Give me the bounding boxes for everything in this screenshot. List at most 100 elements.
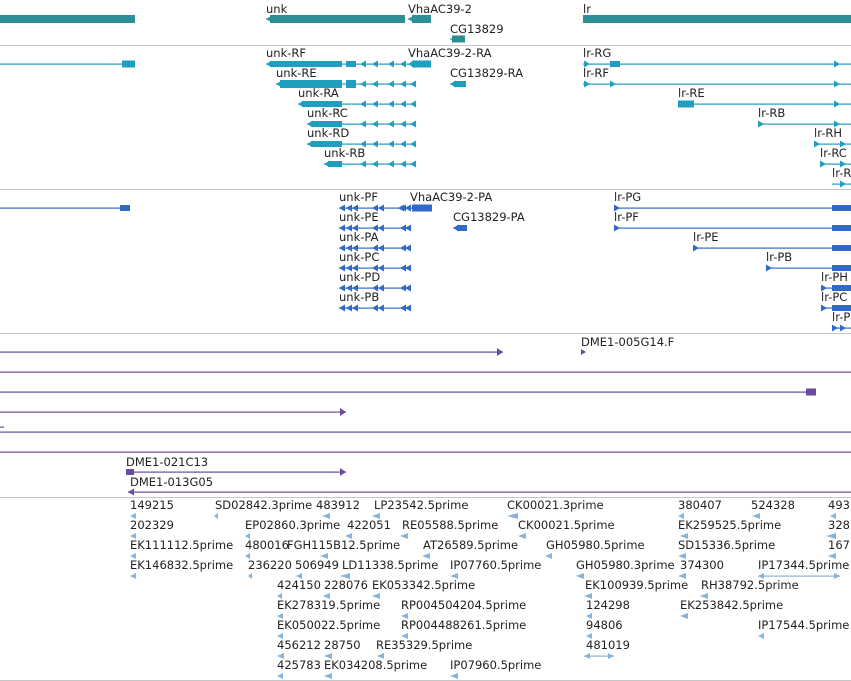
transcript-label[interactable]: lr-R xyxy=(832,166,851,180)
transcript-label[interactable]: CG13829-RA xyxy=(450,66,524,80)
est-glyph[interactable] xyxy=(518,533,526,539)
est-label[interactable]: GH05980.3prime xyxy=(576,558,675,572)
protein-label[interactable]: unk-PC xyxy=(339,250,380,264)
clone-glyph[interactable] xyxy=(0,371,851,373)
est-label[interactable]: 524328 xyxy=(751,498,795,512)
protein-glyph-unk[interactable] xyxy=(339,264,411,272)
est-label[interactable]: 480016 xyxy=(245,538,289,552)
transcript-label[interactable]: unk-RD xyxy=(307,126,350,140)
protein-glyph[interactable] xyxy=(0,205,130,211)
transcript-glyph-unk[interactable] xyxy=(298,100,416,108)
est-label[interactable]: RP004488261.5prime xyxy=(401,618,527,632)
est-glyph[interactable] xyxy=(576,573,584,579)
est-label[interactable]: 328 xyxy=(828,518,850,532)
est-glyph[interactable] xyxy=(545,553,552,559)
est-glyph[interactable] xyxy=(680,533,688,539)
protein-glyph-lr[interactable] xyxy=(821,284,851,292)
protein-label[interactable]: lr-PE xyxy=(693,230,719,244)
protein-glyph-unk[interactable] xyxy=(339,224,411,232)
est-label[interactable]: EK278319.5prime xyxy=(277,598,381,612)
est-glyph[interactable] xyxy=(507,513,518,519)
transcript-glyph-lr[interactable] xyxy=(678,100,851,108)
gene-label-unk[interactable]: unk xyxy=(266,2,288,16)
est-glyph[interactable] xyxy=(296,573,302,579)
est-glyph[interactable] xyxy=(700,593,708,599)
transcript-label[interactable]: lr-RF xyxy=(583,66,609,80)
transcript-glyph-lr[interactable] xyxy=(758,120,851,128)
est-label[interactable]: 374300 xyxy=(680,558,724,572)
est-label[interactable]: 425783 xyxy=(277,658,321,672)
clone-label[interactable]: DME1-021C13 xyxy=(126,455,209,469)
protein-glyph-lr[interactable] xyxy=(832,324,851,332)
est-label[interactable]: EK053342.5prime xyxy=(372,578,476,592)
est-glyph[interactable] xyxy=(450,673,458,679)
est-label[interactable]: 202329 xyxy=(130,518,174,532)
est-label[interactable]: EK111112.5prime xyxy=(130,538,234,552)
clone-glyph[interactable] xyxy=(0,426,4,428)
est-label[interactable]: RH38792.5prime xyxy=(701,578,799,592)
transcript-label[interactable]: lr-RB xyxy=(758,106,786,120)
est-glyph[interactable] xyxy=(830,513,836,519)
protein-label[interactable]: unk-PF xyxy=(339,190,378,204)
est-glyph[interactable] xyxy=(752,513,760,519)
gene-label-cg13829[interactable]: CG13829 xyxy=(450,22,504,36)
clone-glyph-dme1-013g05[interactable] xyxy=(128,488,851,496)
est-glyph[interactable] xyxy=(323,593,330,599)
est-glyph[interactable] xyxy=(277,653,284,659)
est-glyph[interactable] xyxy=(320,553,328,559)
transcript-label[interactable]: lr-RG xyxy=(583,46,612,60)
est-label[interactable]: CK00021.3prime xyxy=(507,498,604,512)
transcript-label[interactable]: unk-RA xyxy=(298,86,339,100)
est-label[interactable]: 483912 xyxy=(316,498,360,512)
est-glyph[interactable] xyxy=(214,513,218,519)
transcript-label[interactable]: unk-RC xyxy=(307,106,348,120)
transcript-label[interactable]: unk-RB xyxy=(324,146,366,160)
est-glyph[interactable] xyxy=(826,533,836,539)
est-label[interactable]: 124298 xyxy=(586,598,630,612)
transcript-label[interactable]: unk-RE xyxy=(276,66,317,80)
est-label[interactable]: GH05980.5prime xyxy=(546,538,645,552)
est-glyph[interactable] xyxy=(678,573,686,579)
est-label[interactable]: RE35329.5prime xyxy=(376,638,473,652)
protein-glyph-lr[interactable] xyxy=(614,224,851,232)
transcript-label[interactable]: unk-RF xyxy=(266,46,306,60)
est-glyph[interactable] xyxy=(245,533,250,539)
est-label[interactable]: EK050022.5prime xyxy=(277,618,381,632)
est-label[interactable]: 424150 xyxy=(277,578,321,592)
protein-label[interactable]: unk-PD xyxy=(339,270,381,284)
est-glyph[interactable] xyxy=(245,553,250,559)
gene-label-lr[interactable]: lr xyxy=(583,2,591,16)
transcript-glyph-lr[interactable] xyxy=(832,180,851,188)
transcript-glyph-vhaac39-2[interactable] xyxy=(408,60,431,68)
est-glyph[interactable] xyxy=(277,673,283,679)
clone-label[interactable]: DME1-005G14.F xyxy=(581,335,675,349)
est-label[interactable]: CK00021.5prime xyxy=(518,518,615,532)
est-label[interactable]: EK259525.5prime xyxy=(678,518,782,532)
est-label[interactable]: IP17344.5prime xyxy=(758,558,850,572)
gene-label-vhaac39-2[interactable]: VhaAC39-2 xyxy=(408,2,472,16)
protein-glyph-cg13829[interactable] xyxy=(453,224,467,232)
est-glyph[interactable] xyxy=(584,653,614,659)
est-glyph[interactable] xyxy=(450,573,458,579)
est-glyph[interactable] xyxy=(130,573,136,579)
est-label[interactable]: LD11338.5prime xyxy=(342,558,439,572)
est-label[interactable]: EK146832.5prime xyxy=(130,558,234,572)
est-label[interactable]: EK034208.5prime xyxy=(324,658,428,672)
est-glyph[interactable] xyxy=(377,653,384,659)
gene-glyph-vhaac39-2[interactable] xyxy=(408,15,431,23)
est-glyph[interactable] xyxy=(828,553,836,559)
est-glyph[interactable] xyxy=(678,553,686,559)
transcript-glyph-unk[interactable] xyxy=(276,80,416,88)
est-glyph[interactable] xyxy=(340,573,350,579)
protein-glyph-vhaac39-2[interactable] xyxy=(398,204,432,212)
est-label[interactable]: 506949 xyxy=(295,558,339,572)
est-glyph[interactable] xyxy=(401,633,408,639)
transcript-label[interactable]: VhaAC39-2-RA xyxy=(408,46,492,60)
clone-glyph[interactable] xyxy=(0,451,851,453)
clone-glyph[interactable] xyxy=(0,431,851,433)
transcript-glyph-unk[interactable] xyxy=(307,120,416,128)
clone-glyph[interactable] xyxy=(0,348,503,356)
est-label[interactable]: SD15336.5prime xyxy=(678,538,776,552)
est-glyph[interactable] xyxy=(422,553,430,559)
protein-glyph-unk[interactable] xyxy=(339,304,411,312)
